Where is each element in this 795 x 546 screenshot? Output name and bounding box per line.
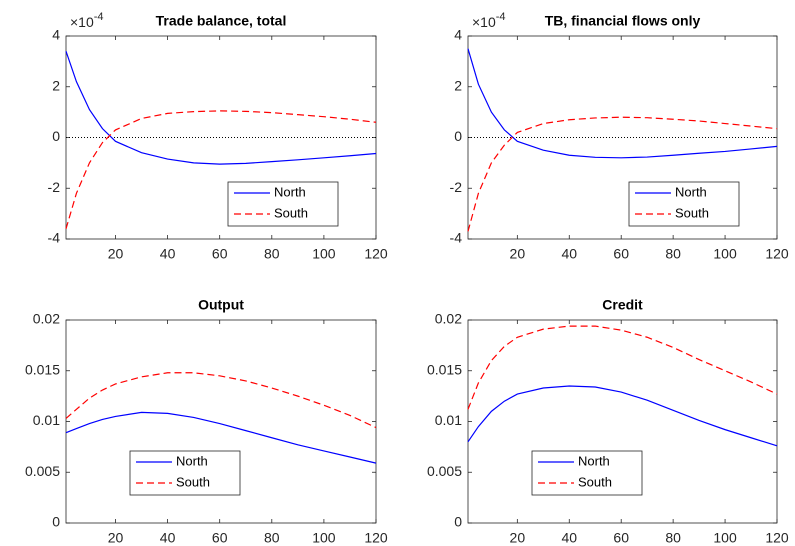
multiplier-base: ×10 bbox=[70, 14, 94, 30]
y-tick-label: -2 bbox=[48, 179, 61, 195]
series-line bbox=[467, 48, 778, 159]
y-tick-label: 0.015 bbox=[25, 361, 60, 377]
subplot: Credit 20 40 60 80 100 120 0 0.005 0.01 0.015 0.02 N… bbox=[427, 297, 789, 546]
series-line bbox=[467, 116, 778, 232]
y-multiplier: ×10-4 bbox=[472, 11, 506, 30]
subplot-title: Trade balance, total bbox=[156, 13, 287, 29]
series-line bbox=[467, 385, 778, 447]
x-tick-label: 20 bbox=[510, 530, 526, 546]
x-tick-label: 60 bbox=[212, 246, 228, 262]
y-tick-label: 4 bbox=[454, 27, 462, 43]
series-line bbox=[65, 110, 377, 230]
subplot: TB, financial flows only×10-420 40 60 80 100… bbox=[450, 11, 789, 262]
legend-label: South bbox=[675, 205, 709, 220]
legend: North South bbox=[129, 450, 241, 496]
y-tick-label: -4 bbox=[48, 230, 61, 246]
subplot-title: Output bbox=[198, 297, 244, 313]
x-tick-label: 80 bbox=[665, 530, 681, 546]
y-tick-label: 0 bbox=[52, 514, 60, 530]
x-tick-label: 80 bbox=[665, 246, 681, 262]
x-tick-label: 40 bbox=[160, 246, 176, 262]
series-line bbox=[65, 411, 377, 464]
x-tick-label: 80 bbox=[264, 530, 280, 546]
subplot-title: TB, financial flows only bbox=[545, 13, 701, 29]
x-tick-label: 100 bbox=[312, 530, 336, 546]
y-tick-label: 0.005 bbox=[25, 463, 60, 479]
x-tick-label: 120 bbox=[364, 246, 388, 262]
legend-label: North bbox=[675, 184, 707, 199]
legend: North South bbox=[628, 181, 740, 227]
y-tick-label: 0.02 bbox=[435, 311, 462, 327]
subplot: Output 20 40 60 80 100 120 0 0.005 0.01 0.015 0.02 N… bbox=[25, 297, 388, 546]
subplot: Trade balance, total×10-420 40 60 80 100 120-… bbox=[48, 11, 388, 262]
x-tick-label: 40 bbox=[160, 530, 176, 546]
subplot-title: Credit bbox=[602, 297, 643, 313]
x-tick-label: 80 bbox=[264, 246, 280, 262]
legend-box bbox=[129, 450, 241, 496]
series-line bbox=[467, 325, 778, 410]
y-tick-label: 4 bbox=[52, 27, 60, 43]
series-line bbox=[65, 372, 377, 429]
multiplier-exponent: -4 bbox=[94, 11, 104, 23]
legend-label: North bbox=[578, 453, 610, 468]
y-tick-label: 0.01 bbox=[33, 412, 60, 428]
x-tick-label: 60 bbox=[212, 530, 228, 546]
legend-label: South bbox=[578, 474, 612, 489]
legend-label: South bbox=[274, 205, 308, 220]
legend-box bbox=[531, 450, 643, 496]
x-tick-label: 20 bbox=[108, 246, 124, 262]
x-tick-label: 60 bbox=[613, 530, 629, 546]
legend: North South bbox=[531, 450, 643, 496]
y-tick-label: 2 bbox=[454, 77, 462, 93]
y-tick-label: 0.01 bbox=[435, 412, 462, 428]
y-tick-label: 2 bbox=[52, 77, 60, 93]
x-tick-label: 20 bbox=[108, 530, 124, 546]
legend-label: North bbox=[274, 184, 306, 199]
x-tick-label: 20 bbox=[510, 246, 526, 262]
y-tick-label: 0 bbox=[52, 128, 60, 144]
y-tick-label: 0 bbox=[454, 128, 462, 144]
y-tick-label: 0.015 bbox=[427, 361, 462, 377]
x-tick-label: 120 bbox=[765, 246, 789, 262]
x-tick-label: 100 bbox=[713, 246, 737, 262]
y-multiplier: ×10-4 bbox=[70, 11, 104, 30]
x-tick-label: 40 bbox=[561, 530, 577, 546]
x-tick-label: 100 bbox=[713, 530, 737, 546]
x-tick-label: 120 bbox=[364, 530, 388, 546]
legend: North South bbox=[227, 181, 339, 227]
legend-box bbox=[227, 181, 339, 227]
y-tick-label: 0 bbox=[454, 514, 462, 530]
x-tick-label: 40 bbox=[561, 246, 577, 262]
y-tick-label: -4 bbox=[450, 230, 463, 246]
x-tick-label: 120 bbox=[765, 530, 789, 546]
series-line bbox=[65, 51, 377, 165]
x-tick-label: 100 bbox=[312, 246, 336, 262]
y-tick-label: 0.02 bbox=[33, 311, 60, 327]
legend-box bbox=[628, 181, 740, 227]
x-tick-label: 60 bbox=[613, 246, 629, 262]
legend-label: North bbox=[176, 453, 208, 468]
y-tick-label: -2 bbox=[450, 179, 463, 195]
multiplier-base: ×10 bbox=[472, 14, 496, 30]
y-tick-label: 0.005 bbox=[427, 463, 462, 479]
multiplier-exponent: -4 bbox=[496, 11, 506, 23]
legend-label: South bbox=[176, 474, 210, 489]
